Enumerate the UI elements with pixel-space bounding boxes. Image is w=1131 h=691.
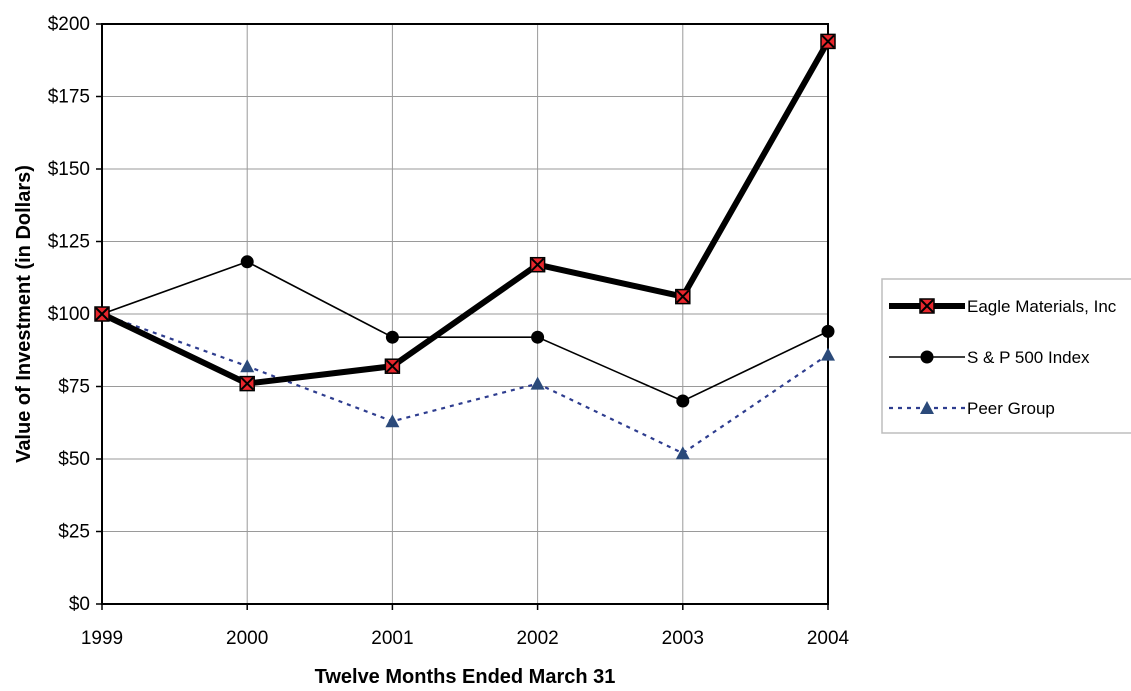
marker-circle	[821, 324, 835, 338]
data-point-peer-group	[821, 347, 835, 361]
y-tick-label: $200	[48, 14, 90, 35]
data-point-peer-group	[530, 376, 545, 390]
y-axis-ticks: $0 $25 $50 $75 $100 $125 $150 $175 $200	[48, 14, 102, 615]
series-line-s-p-500-index	[101, 260, 829, 402]
series-line-eagle-materials-inc	[100, 39, 831, 387]
marker-cross	[240, 376, 254, 391]
series-s-p-500-index	[95, 255, 835, 408]
x-tick-label: 2001	[371, 628, 413, 649]
marker-circle	[920, 350, 934, 364]
data-point-eagle-materials-inc	[820, 33, 836, 50]
data-point-peer-group	[675, 446, 690, 460]
series-peer-group	[95, 307, 835, 460]
y-tick-label: $75	[58, 377, 90, 398]
y-tick-label: $50	[58, 449, 90, 470]
marker-cross	[385, 359, 400, 373]
y-tick-label: $25	[58, 522, 90, 543]
y-tick-label: $0	[69, 594, 90, 615]
data-point-s-p-500-index	[676, 394, 690, 408]
data-point-eagle-materials-inc	[384, 358, 401, 374]
series-eagle-materials-inc	[94, 33, 836, 392]
x-tick-label: 2000	[226, 628, 268, 649]
marker-circle	[531, 330, 545, 344]
marker-triangle	[240, 359, 255, 373]
legend-label: Eagle Materials, Inc	[967, 297, 1117, 316]
data-point-s-p-500-index	[531, 330, 545, 344]
x-tick-label: 2004	[807, 628, 850, 649]
legend-item-peer-group: Peer Group	[889, 399, 1055, 418]
y-tick-label: $150	[48, 159, 90, 180]
legend-swatch-marker	[920, 350, 934, 364]
series-lines	[94, 33, 836, 460]
x-axis-ticks: 1999 2000 2001 2002 2003 2004	[81, 604, 850, 649]
y-tick-label: $175	[48, 87, 90, 108]
marker-triangle	[821, 347, 835, 361]
marker-circle	[676, 394, 690, 408]
marker-triangle	[920, 401, 934, 414]
y-tick-label: $100	[48, 304, 90, 325]
data-point-eagle-materials-inc	[529, 256, 546, 273]
marker-cross	[920, 299, 934, 313]
legend-label: Peer Group	[967, 399, 1055, 418]
x-tick-label: 2002	[516, 628, 558, 649]
y-tick-label: $125	[48, 232, 90, 253]
legend-label: S & P 500 Index	[967, 348, 1090, 367]
legend-item-eagle-materials-inc: Eagle Materials, Inc	[889, 297, 1117, 316]
data-point-eagle-materials-inc	[94, 306, 110, 322]
legend: Eagle Materials, Inc S & P 500 Index Peer …	[881, 278, 1131, 434]
marker-triangle	[675, 446, 690, 460]
marker-triangle	[385, 414, 400, 428]
data-point-eagle-materials-inc	[675, 288, 691, 305]
x-axis-title: Twelve Months Ended March 31	[315, 666, 616, 686]
legend-swatch-marker	[920, 401, 934, 414]
legend-item-s-p-500-index: S & P 500 Index	[889, 348, 1090, 367]
legend-swatch-marker	[919, 298, 935, 314]
marker-cross	[821, 34, 835, 49]
marker-circle	[385, 330, 399, 344]
data-point-peer-group	[385, 414, 400, 428]
data-point-s-p-500-index	[240, 255, 254, 269]
data-point-eagle-materials-inc	[239, 375, 255, 392]
data-point-s-p-500-index	[385, 330, 399, 344]
data-point-s-p-500-index	[821, 324, 835, 338]
marker-cross	[676, 289, 690, 304]
y-axis-title: Value of Investment (in Dollars)	[13, 165, 35, 463]
marker-cross	[95, 307, 109, 321]
marker-circle	[240, 255, 254, 269]
marker-cross	[530, 257, 545, 272]
series-line-peer-group	[101, 312, 829, 455]
marker-triangle	[530, 376, 545, 390]
data-point-peer-group	[240, 359, 255, 373]
x-tick-label: 1999	[81, 628, 123, 649]
x-tick-label: 2003	[662, 628, 704, 649]
